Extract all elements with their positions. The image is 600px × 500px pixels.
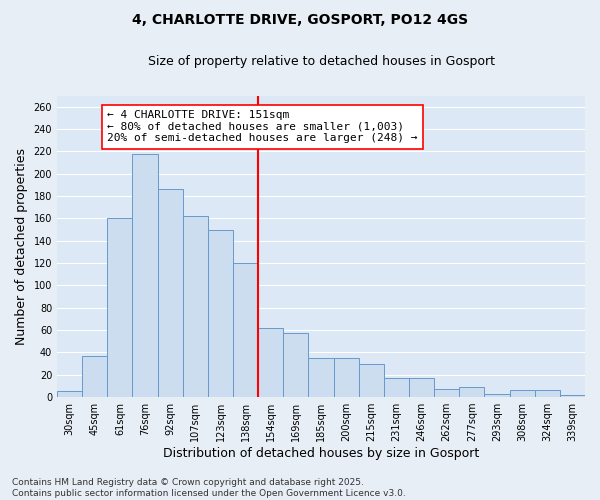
Bar <box>434 390 459 397</box>
Bar <box>459 387 484 397</box>
Bar <box>133 154 158 397</box>
Bar <box>107 218 133 397</box>
Bar <box>308 358 334 397</box>
Bar <box>334 358 359 397</box>
Bar <box>57 392 82 397</box>
Bar <box>183 216 208 397</box>
Bar <box>258 328 283 397</box>
Bar <box>82 356 107 397</box>
Text: ← 4 CHARLOTTE DRIVE: 151sqm
← 80% of detached houses are smaller (1,003)
20% of : ← 4 CHARLOTTE DRIVE: 151sqm ← 80% of det… <box>107 110 418 144</box>
Text: Contains HM Land Registry data © Crown copyright and database right 2025.
Contai: Contains HM Land Registry data © Crown c… <box>12 478 406 498</box>
Bar <box>560 395 585 397</box>
Y-axis label: Number of detached properties: Number of detached properties <box>15 148 28 345</box>
Bar <box>409 378 434 397</box>
Bar <box>509 390 535 397</box>
Text: 4, CHARLOTTE DRIVE, GOSPORT, PO12 4GS: 4, CHARLOTTE DRIVE, GOSPORT, PO12 4GS <box>132 12 468 26</box>
Bar <box>384 378 409 397</box>
Title: Size of property relative to detached houses in Gosport: Size of property relative to detached ho… <box>148 55 494 68</box>
Bar <box>359 364 384 397</box>
Bar <box>535 390 560 397</box>
X-axis label: Distribution of detached houses by size in Gosport: Distribution of detached houses by size … <box>163 447 479 460</box>
Bar <box>158 190 183 397</box>
Bar <box>283 334 308 397</box>
Bar <box>208 230 233 397</box>
Bar <box>233 263 258 397</box>
Bar <box>484 394 509 397</box>
